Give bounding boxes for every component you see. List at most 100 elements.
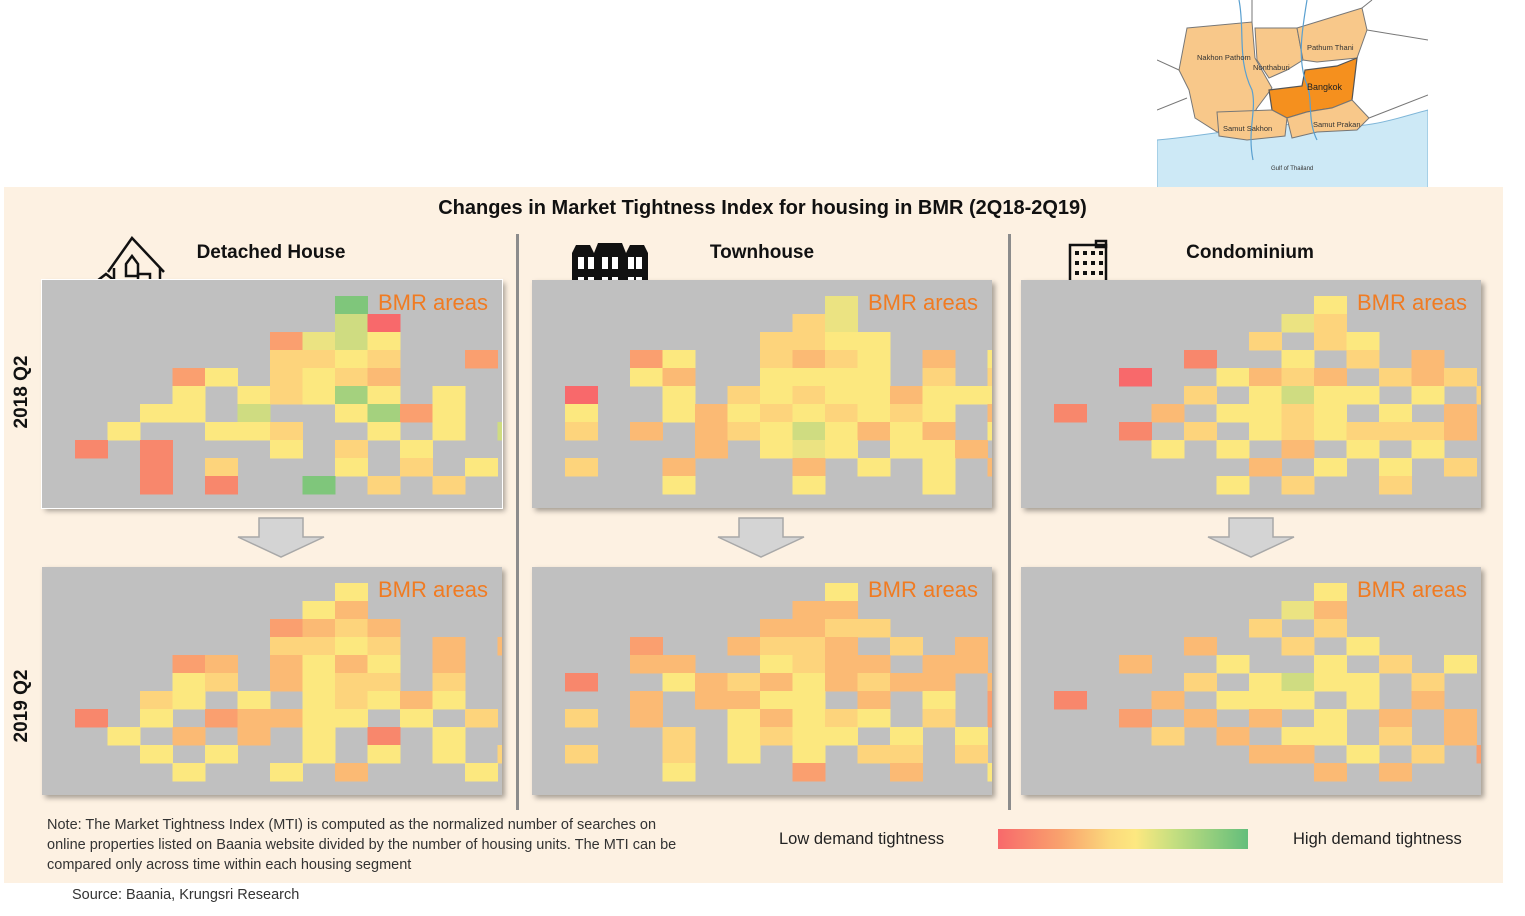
heatmap-cell — [1346, 673, 1380, 692]
heatmap-cell — [465, 709, 498, 728]
heatmap-cell — [955, 637, 988, 656]
heatmap-cell — [1119, 368, 1152, 387]
heatmap-cell — [1444, 368, 1477, 387]
heatmap-cell — [792, 709, 826, 728]
heatmap-cell — [367, 727, 401, 746]
heatmap-cell — [1346, 422, 1380, 441]
heatmap-cell — [335, 386, 368, 405]
heatmap-cell — [302, 745, 336, 764]
legend-low-label: Low demand tightness — [779, 830, 945, 848]
period-label-2018: 2018 Q2 — [11, 355, 32, 429]
heatmap-cell — [335, 709, 368, 728]
heatmap-cell — [270, 709, 303, 728]
heatmap-cell — [857, 691, 891, 710]
heatmap-cell — [205, 673, 238, 692]
heatmap-cell — [565, 458, 598, 477]
heatmap-cell — [825, 709, 858, 728]
heatmap-cell — [792, 691, 826, 710]
heatmap-cell — [695, 404, 728, 423]
heatmap-cell — [172, 368, 206, 387]
heatmap-cell — [1411, 422, 1445, 441]
heatmap-cell — [367, 314, 401, 333]
heatmap-cell — [432, 745, 466, 764]
heatmap-cell — [335, 619, 368, 638]
heatmap-condominium-2019: BMR areas — [1021, 567, 1481, 795]
heatmap-cell — [205, 655, 238, 674]
heatmap-cell — [1184, 637, 1217, 656]
heatmap-cells — [75, 296, 502, 495]
heatmap-cell — [1216, 440, 1250, 459]
heatmap-cell — [727, 673, 761, 692]
heatmap-cell — [857, 332, 891, 351]
heatmap-cell — [270, 386, 303, 405]
heatmap-cell — [1314, 709, 1347, 728]
heatmap-cell — [1249, 673, 1282, 692]
heatmap-cell — [1444, 422, 1477, 441]
heatmap-cell — [172, 386, 206, 405]
heatmap-cell — [1411, 691, 1445, 710]
heatmap-cell — [1314, 422, 1347, 441]
heatmap-cell — [335, 350, 368, 369]
heatmap-cell — [302, 655, 336, 674]
heatmap-cell — [367, 619, 401, 638]
heatmap-cell — [987, 350, 992, 369]
heatmap-cell — [1054, 691, 1087, 710]
heatmap-cell — [1314, 673, 1347, 692]
heatmap-cell — [857, 655, 891, 674]
heatmap-cell — [825, 727, 858, 746]
heatmap-cell — [630, 691, 663, 710]
heatmap-cell — [1281, 422, 1315, 441]
heatmap-cell — [1119, 709, 1152, 728]
heatmap-cell — [825, 619, 858, 638]
heatmap-cell — [792, 619, 826, 638]
heatmap-cell — [335, 332, 368, 351]
segment-divider — [516, 234, 519, 810]
heatmap-cell — [792, 745, 826, 764]
heatmap-cell — [1346, 637, 1380, 656]
heatmap-cell — [955, 440, 988, 459]
heatmap-cell — [1379, 476, 1412, 495]
heatmap-cell — [270, 422, 303, 441]
heatmap-cell — [857, 619, 891, 638]
heatmap-cell — [922, 673, 956, 692]
heatmap-cell — [1346, 691, 1380, 710]
methodology-note: Note: The Market Tightness Index (MTI) i… — [47, 817, 677, 873]
heatmap-cell — [367, 350, 401, 369]
heatmap-cell — [987, 763, 992, 782]
heatmap-cell — [922, 386, 956, 405]
heatmap-cell — [1184, 350, 1217, 369]
heatmap-cell — [237, 691, 271, 710]
legend-color-scale — [998, 829, 1248, 849]
heatmap-cell — [662, 386, 696, 405]
heatmap-cell — [987, 404, 992, 423]
heatmap-cell — [140, 458, 173, 477]
heatmap-cell — [662, 404, 696, 423]
heatmap-cell — [1444, 727, 1477, 746]
heatmap-cell — [237, 386, 271, 405]
heatmap-cell — [792, 350, 826, 369]
down-arrow-icon — [1207, 517, 1295, 558]
heatmap-cell — [270, 763, 303, 782]
bmr-areas-label: BMR areas — [377, 577, 488, 602]
heatmap-cell — [857, 368, 891, 387]
heatmap-cell — [140, 404, 173, 423]
heatmap-cell — [1314, 583, 1347, 602]
heatmap-condominium-2018: BMR areas — [1021, 280, 1481, 508]
heatmap-cell — [302, 350, 336, 369]
segment-divider — [1008, 234, 1011, 810]
heatmap-cell — [335, 458, 368, 477]
heatmap-cell — [1379, 368, 1412, 387]
heatmap-cell — [890, 673, 923, 692]
heatmap-cell — [760, 422, 793, 441]
heatmap-cell — [400, 404, 433, 423]
heatmap-cell — [1346, 745, 1380, 764]
heatmap-cell — [237, 404, 271, 423]
heatmap-cell — [760, 368, 793, 387]
heatmap-cell — [107, 727, 141, 746]
heatmap-cell — [857, 386, 891, 405]
heatmap-cell — [662, 745, 696, 764]
heatmap-cell — [662, 350, 696, 369]
heatmap-cell — [335, 655, 368, 674]
heatmap-cell — [335, 404, 368, 423]
source-note: Source: Baania, Krungsri Research — [72, 887, 300, 903]
